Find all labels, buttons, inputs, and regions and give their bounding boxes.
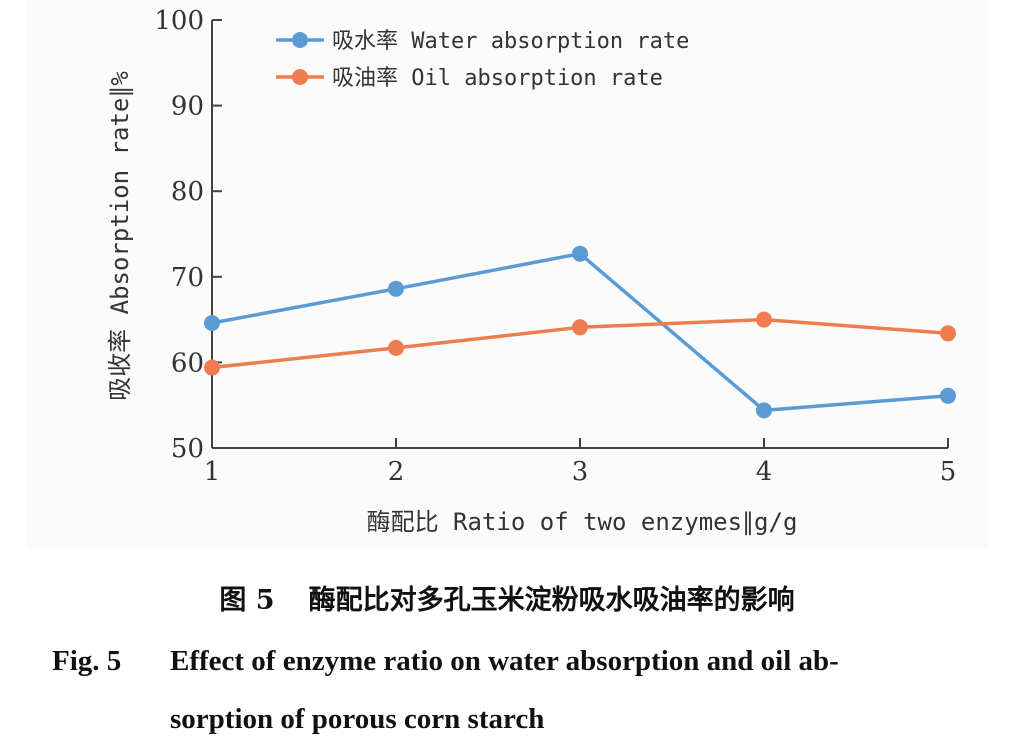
- caption-en-line-1: Fig. 5 Effect of enzyme ratio on water ab…: [52, 632, 988, 690]
- legend-label: 吸水率 Water absorption rate: [332, 29, 689, 54]
- chart-legend: 吸水率 Water absorption rate 吸油率 Oil absorpt…: [276, 29, 689, 91]
- caption-en-figure-number: Fig. 5: [52, 645, 122, 677]
- data-point: [756, 402, 772, 419]
- figure-caption-chinese: 图 5 酶配比对多孔玉米淀粉吸水吸油率的影响: [0, 578, 1014, 617]
- x-axis-title: 酶配比 Ratio of two enzymes∥g/g: [367, 508, 798, 536]
- y-tick-label: 70: [171, 263, 204, 293]
- data-point: [388, 280, 404, 297]
- y-axis-title: 吸收率 Absorption rate∥%: [106, 71, 134, 401]
- data-point: [204, 359, 220, 376]
- data-point: [572, 319, 588, 336]
- x-tick-label: 4: [756, 457, 773, 487]
- y-tick-label: 90: [171, 92, 204, 122]
- chart-ticks: 50 60 70 80 90 100 1 2 3 4 5: [154, 6, 956, 487]
- x-tick-label: 5: [940, 457, 957, 487]
- y-tick-label: 100: [154, 6, 204, 36]
- y-tick-label: 50: [171, 434, 204, 464]
- data-point: [204, 315, 220, 332]
- chart-series: [204, 245, 956, 419]
- data-point: [940, 325, 956, 342]
- figure-caption-english: Fig. 5 Effect of enzyme ratio on water ab…: [52, 632, 988, 748]
- legend-swatch-marker: [292, 69, 308, 85]
- caption-cn-figure-number: 图 5: [219, 585, 275, 616]
- legend-swatch-marker: [292, 32, 308, 48]
- caption-en-text-1: Effect of enzyme ratio on water absorpti…: [170, 645, 839, 677]
- y-tick-label: 60: [171, 348, 204, 378]
- data-point: [756, 311, 772, 328]
- caption-en-line-2: sorption of porous corn starch: [170, 703, 545, 735]
- x-tick-label: 3: [572, 457, 589, 487]
- chart-panel: [26, 0, 988, 548]
- x-tick-label: 1: [204, 457, 221, 487]
- line-chart: 50 60 70 80 90 100 1 2 3 4 5 吸水率 Water absorption …: [106, 6, 956, 536]
- data-point: [572, 245, 588, 262]
- data-point: [388, 339, 404, 356]
- x-tick-label: 2: [388, 457, 405, 487]
- legend-label: 吸油率 Oil absorption rate: [332, 66, 663, 91]
- y-tick-label: 80: [171, 177, 204, 207]
- caption-cn-text: 酶配比对多孔玉米淀粉吸水吸油率的影响: [308, 585, 795, 616]
- data-point: [940, 387, 956, 404]
